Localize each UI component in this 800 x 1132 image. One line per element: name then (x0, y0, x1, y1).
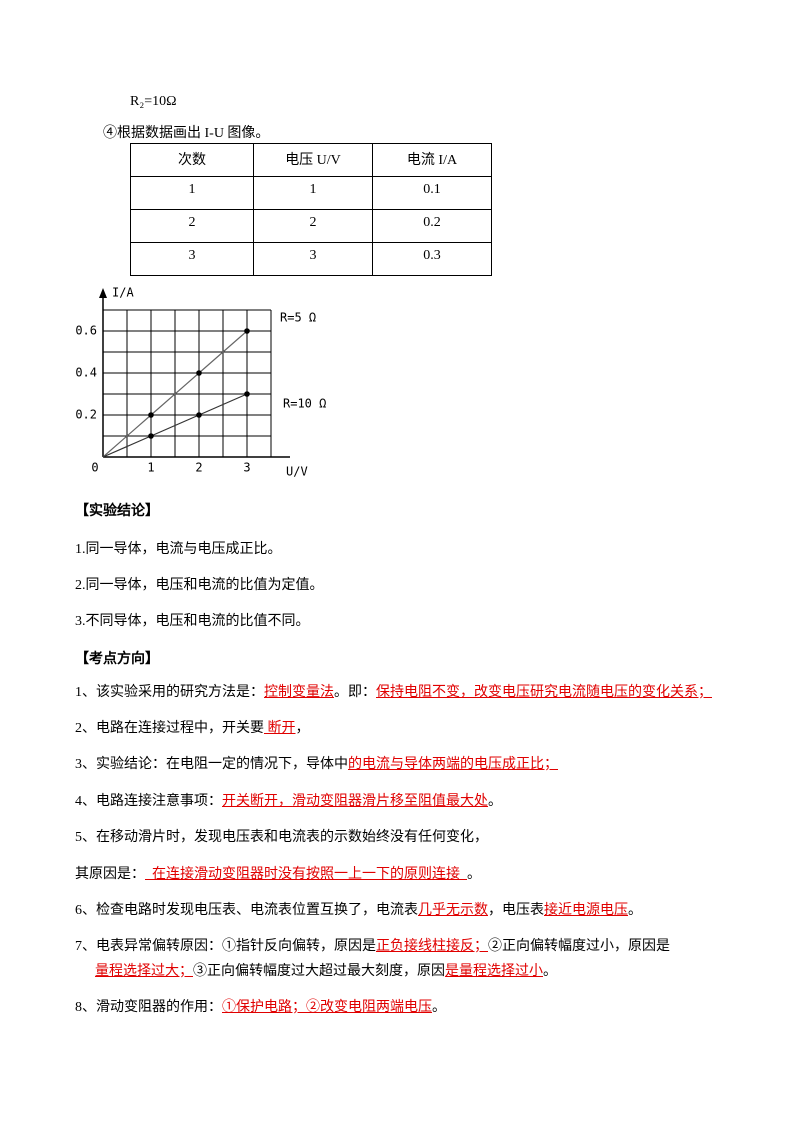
text: 8、滑动变阻器的作用： (75, 1000, 222, 1015)
text: 4、电路连接注意事项： (75, 794, 222, 809)
table-cell: 2 (253, 209, 373, 243)
text: 5、在移动滑片时，发现电压表和电流表的示数始终没有任何变化， (75, 830, 488, 845)
x-tick-label: 3 (243, 461, 250, 475)
data-point (148, 412, 154, 418)
text: 。 (628, 903, 642, 918)
series-line (102, 393, 248, 458)
text: 7、电表异常偏转原因：①指针反向偏转，原因是 (75, 939, 376, 954)
conclusion-item: 2.同一导体，电压和电流的比值为定值。 (75, 578, 324, 593)
key-point: 4、电路连接注意事项：开关断开，滑动变阻器滑片移至阻值最大处。 (75, 789, 745, 814)
answer: 是量程选择过小 (445, 964, 543, 979)
text: 3、实验结论：在电阻一定的情况下，导体中 (75, 757, 348, 772)
table-row: 3 3 0.3 (130, 242, 492, 276)
data-point (148, 433, 154, 439)
key-point: 5、在移动滑片时，发现电压表和电流表的示数始终没有任何变化， (75, 825, 745, 850)
table-row: 1 1 0.1 (130, 176, 492, 210)
text: 。 (467, 867, 481, 882)
conclusion-item: 3.不同导体，电压和电流的比值不同。 (75, 614, 310, 629)
arrow (99, 288, 107, 298)
table-cell: 3 (130, 242, 254, 276)
answer: 断开 (264, 721, 296, 736)
x-tick-label: 2 (195, 461, 202, 475)
series-label: R=5 Ω (280, 311, 316, 325)
key-point: 6、检查电路时发现电压表、电流表位置互换了，电流表几乎无示数，电压表接近电源电压… (75, 898, 745, 923)
key-point: 7、电表异常偏转原因：①指针反向偏转，原因是正负接线柱接反；②正向偏转幅度过小，… (75, 934, 745, 984)
answer: 接近电源电压 (544, 903, 628, 918)
series-label: R=10 Ω (283, 397, 326, 411)
series-line (102, 330, 248, 458)
data-point (196, 370, 202, 376)
note: R₂=10Ω (130, 94, 177, 109)
x-tick-label: 0 (91, 461, 98, 475)
table-cell: 1 (253, 176, 373, 210)
data-point (196, 412, 202, 418)
header-cell: 电压 U/V (253, 143, 373, 177)
key-point: 8、滑动变阻器的作用：①保护电路；②改变电阻两端电压。 (75, 995, 745, 1020)
text: 6、检查电路时发现电压表、电流表位置互换了，电流表 (75, 903, 418, 918)
answer: 开关断开，滑动变阻器滑片移至阻值最大处 (222, 794, 488, 809)
text: ，电压表 (488, 903, 544, 918)
table-body: 次数 电压 U/V 电流 I/A 1 1 0.1 2 2 0.2 3 3 0.3 (130, 143, 492, 276)
answer: 正负接线柱接反； (376, 939, 488, 954)
y-tick-label: 0.2 (75, 408, 97, 422)
answer: ①保护电路；②改变电阻两端电压 (222, 1000, 432, 1015)
header-cell: 次数 (130, 143, 254, 177)
answer: 几乎无示数 (418, 903, 488, 918)
table-row: 次数 电压 U/V 电流 I/A (130, 143, 492, 177)
y-axis-label: I/A (112, 286, 134, 300)
key-point: 2、电路在连接过程中，开关要 断开， (75, 716, 745, 741)
y-tick-label: 0.4 (75, 366, 97, 380)
key-point: 其原因是： 在连接滑动变阻器时没有按照一上一下的原则连接 。 (75, 862, 745, 887)
step: ④根据数据画出 I-U 图像。 (103, 126, 270, 141)
text: ②正向偏转幅度过小，原因是 (488, 939, 670, 954)
text: 。即： (334, 685, 376, 700)
table-cell: 0.1 (372, 176, 492, 210)
table-cell: 0.3 (372, 242, 492, 276)
key-point: 1、该实验采用的研究方法是：控制变量法。即：保持电阻不变，改变电压研究电流随电压… (75, 680, 745, 705)
key-point: 3、实验结论：在电阻一定的情况下，导体中的电流与导体两端的电压成正比； (75, 752, 745, 777)
table-row: 2 2 0.2 (130, 209, 492, 243)
table-cell: 1 (130, 176, 254, 210)
text: ， (295, 721, 310, 736)
text: 。 (432, 1000, 446, 1015)
text: 。 (543, 964, 557, 979)
text: 1、该实验采用的研究方法是： (75, 685, 264, 700)
text: 。 (488, 794, 502, 809)
text: 2、电路在连接过程中，开关要 (75, 721, 264, 736)
y-tick-label: 0.6 (75, 324, 97, 338)
answer: 控制变量法 (264, 685, 334, 700)
heading: 【实验结论】 (75, 504, 159, 519)
data-point (244, 391, 250, 397)
x-axis-label: U/V (286, 465, 308, 479)
heading: 【考点方向】 (75, 652, 159, 667)
table-cell: 2 (130, 209, 254, 243)
chart: I/A U/V 0.2 0.4 0.6 0 1 2 3 R=5 Ω R=10 Ω (75, 286, 326, 479)
answer: 保持电阻不变，改变电压研究电流随电压的变化关系； (376, 685, 712, 700)
table-cell: 3 (253, 242, 373, 276)
x-tick-label: 1 (147, 461, 154, 475)
answer: 量程选择过大； (95, 964, 193, 979)
text: ③正向偏转幅度过大超过最大刻度，原因 (193, 964, 445, 979)
answer: 在连接滑动变阻器时没有按照一上一下的原则连接 (145, 867, 467, 882)
conclusion-item: 1.同一导体，电流与电压成正比。 (75, 542, 282, 557)
text: 其原因是： (75, 867, 145, 882)
answer: 的电流与导体两端的电压成正比； (348, 757, 558, 772)
data-table: 次数 电压 U/V 电流 I/A 1 1 0.1 2 2 0.2 3 3 0.3 (130, 143, 492, 276)
header-cell: 电流 I/A (372, 143, 492, 177)
table-cell: 0.2 (372, 209, 492, 243)
data-point (244, 328, 250, 334)
